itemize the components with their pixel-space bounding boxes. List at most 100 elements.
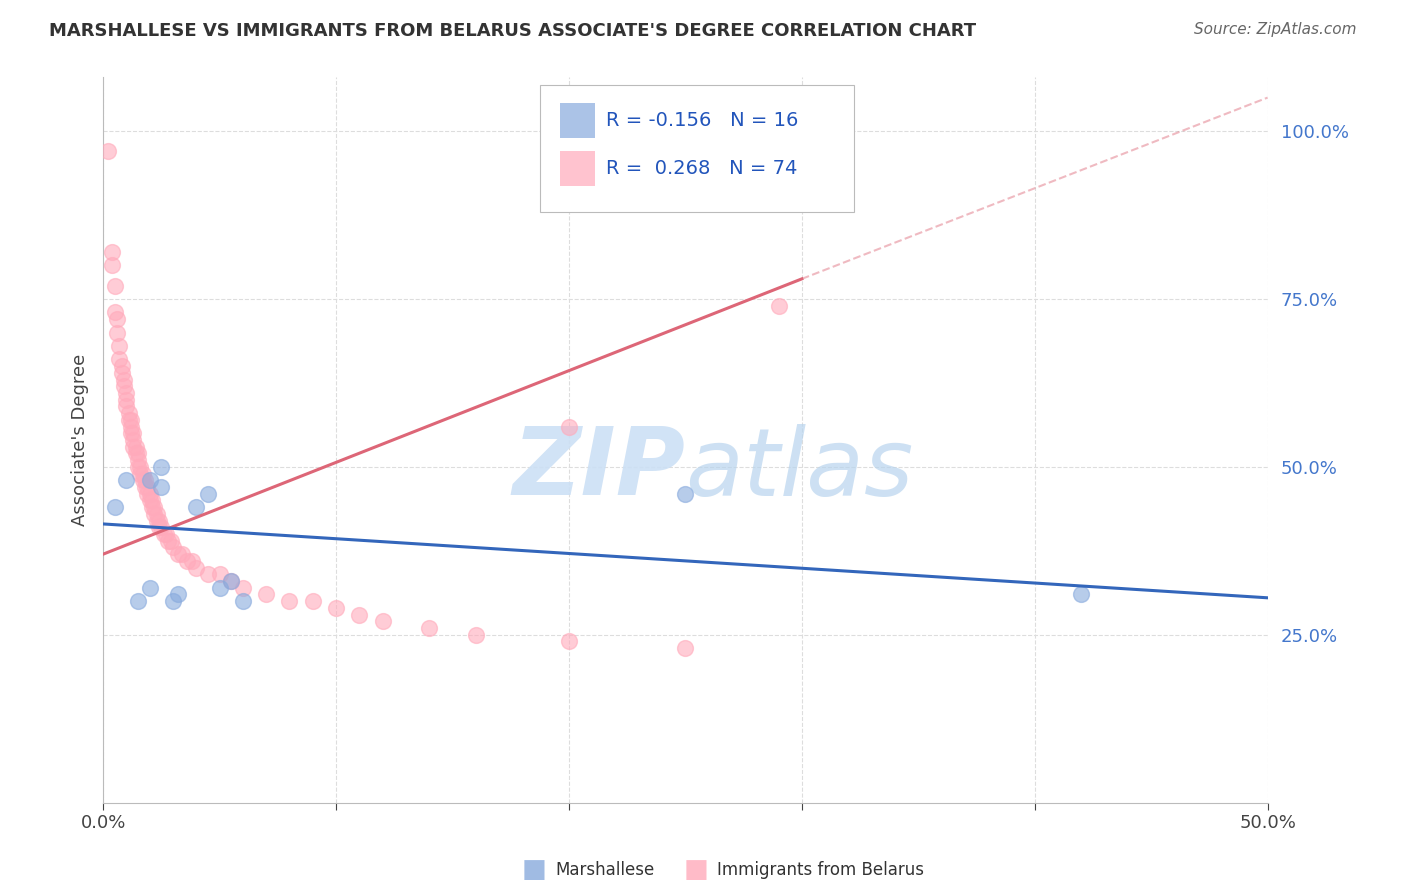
Point (125, 446, 148, 460)
Point (101, 245, 124, 260)
Point (108, 339, 131, 353)
Point (104, 278, 127, 293)
Point (162, 594, 184, 608)
Point (1070, 587, 1092, 601)
Text: Source: ZipAtlas.com: Source: ZipAtlas.com (1194, 22, 1357, 37)
Text: ■: ■ (683, 856, 709, 883)
Point (301, 594, 323, 608)
Point (148, 514, 170, 528)
Point (186, 500, 208, 515)
Point (150, 480, 173, 494)
Point (558, 419, 581, 434)
Point (558, 634, 581, 648)
Point (127, 453, 149, 467)
Point (115, 386, 138, 401)
Point (219, 574, 242, 588)
Point (180, 554, 202, 568)
Point (219, 574, 242, 588)
Point (120, 426, 142, 441)
Point (254, 587, 277, 601)
Point (176, 554, 198, 568)
Point (208, 581, 231, 595)
Point (104, 500, 127, 515)
Point (155, 527, 177, 541)
Point (418, 621, 440, 635)
FancyBboxPatch shape (540, 85, 855, 211)
Point (197, 567, 219, 582)
Text: MARSHALLESE VS IMMIGRANTS FROM BELARUS ASSOCIATE'S DEGREE CORRELATION CHART: MARSHALLESE VS IMMIGRANTS FROM BELARUS A… (49, 22, 976, 40)
Point (127, 446, 149, 460)
Point (118, 413, 141, 427)
Point (122, 426, 145, 441)
Point (120, 413, 142, 427)
Point (132, 467, 155, 481)
Point (112, 379, 135, 393)
Point (159, 533, 181, 548)
FancyBboxPatch shape (560, 103, 595, 137)
Point (125, 440, 148, 454)
Point (138, 493, 160, 508)
Point (104, 305, 127, 319)
Point (162, 541, 184, 555)
Point (141, 493, 163, 508)
Point (122, 433, 145, 447)
Text: Marshallese: Marshallese (555, 861, 655, 879)
Text: R = -0.156   N = 16: R = -0.156 N = 16 (606, 111, 799, 129)
Point (143, 507, 166, 521)
Point (118, 406, 141, 420)
Point (111, 366, 134, 380)
Point (134, 473, 156, 487)
Point (134, 480, 156, 494)
Text: R =  0.268   N = 74: R = 0.268 N = 74 (606, 159, 797, 178)
Point (122, 440, 145, 454)
Point (127, 594, 149, 608)
Point (673, 487, 696, 501)
Point (186, 560, 208, 574)
Point (197, 487, 219, 501)
Point (138, 487, 160, 501)
Point (325, 600, 347, 615)
Point (115, 473, 138, 487)
Point (145, 514, 167, 528)
Point (136, 480, 159, 494)
Point (129, 467, 152, 481)
Point (232, 581, 254, 595)
Point (166, 587, 188, 601)
Point (129, 459, 152, 474)
Text: atlas: atlas (685, 424, 914, 515)
Point (115, 400, 138, 414)
Point (141, 500, 163, 515)
Text: ■: ■ (522, 856, 547, 883)
Point (115, 392, 138, 407)
Point (145, 507, 167, 521)
Point (105, 312, 128, 326)
Point (143, 500, 166, 515)
Text: ZIP: ZIP (513, 423, 685, 515)
Y-axis label: Associate's Degree: Associate's Degree (72, 354, 89, 526)
Point (112, 373, 135, 387)
Point (105, 326, 128, 340)
Point (673, 641, 696, 656)
Point (150, 520, 173, 534)
Point (278, 594, 301, 608)
Point (464, 628, 486, 642)
FancyBboxPatch shape (560, 152, 595, 186)
Point (138, 581, 160, 595)
Point (349, 607, 371, 622)
Point (208, 567, 231, 582)
Point (132, 473, 155, 487)
Point (371, 615, 394, 629)
Point (768, 299, 790, 313)
Point (157, 533, 180, 548)
Text: Immigrants from Belarus: Immigrants from Belarus (717, 861, 924, 879)
Point (138, 473, 160, 487)
Point (150, 459, 173, 474)
Point (127, 459, 149, 474)
Point (148, 520, 170, 534)
Point (101, 259, 124, 273)
Point (120, 419, 142, 434)
Point (166, 547, 188, 561)
Point (152, 527, 174, 541)
Point (232, 594, 254, 608)
Point (97, 145, 120, 159)
